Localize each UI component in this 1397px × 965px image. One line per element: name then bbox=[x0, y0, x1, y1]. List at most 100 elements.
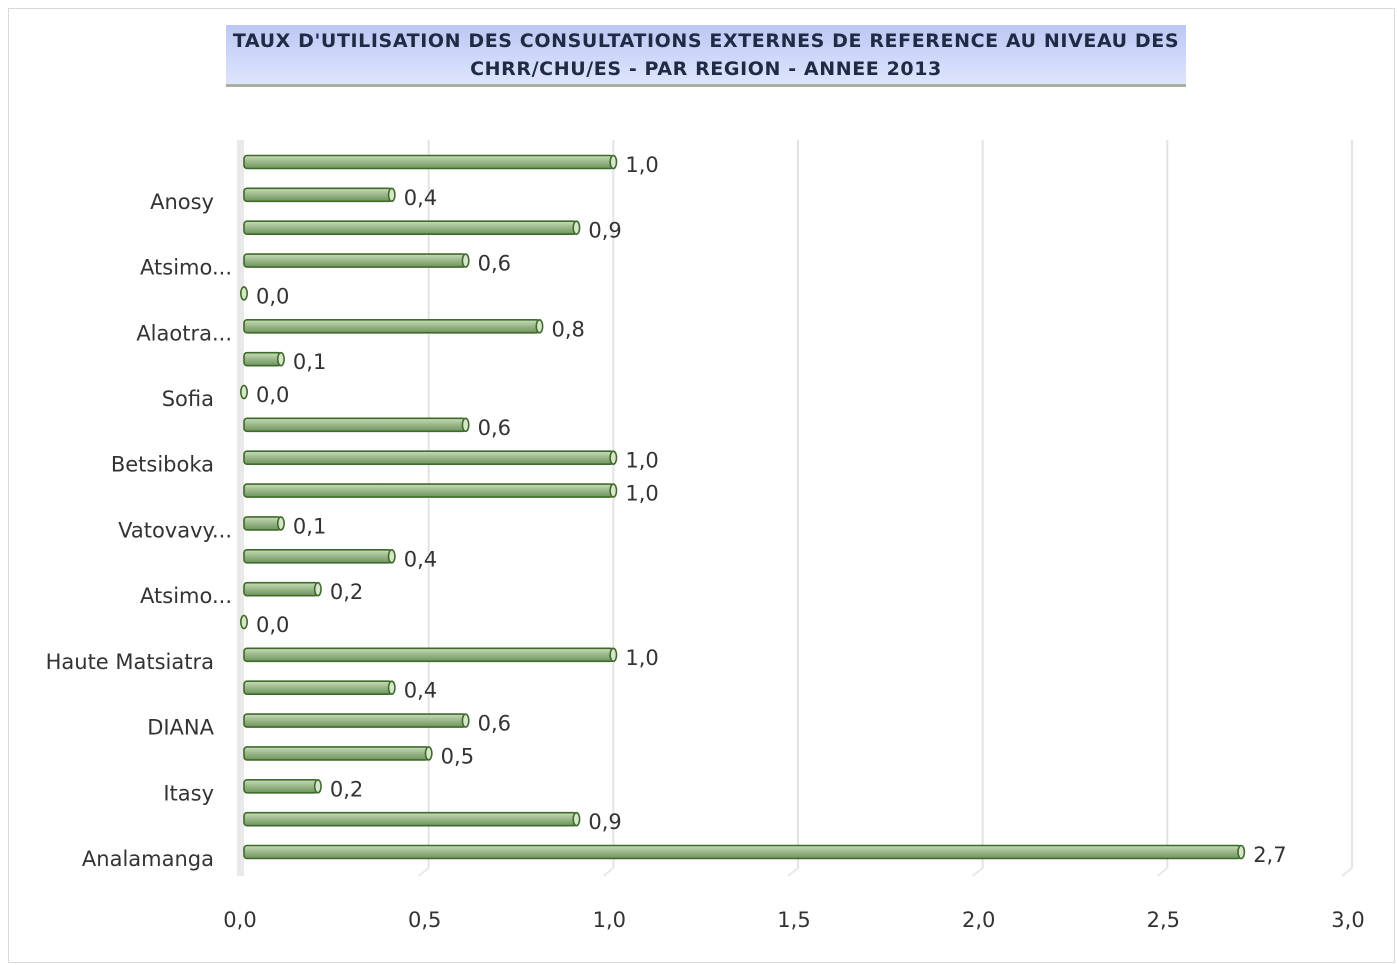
bar-end-cap bbox=[424, 746, 433, 761]
bar bbox=[243, 548, 396, 564]
axis-wall bbox=[237, 140, 244, 876]
bar-end-cap bbox=[1237, 844, 1246, 860]
bar bbox=[243, 483, 618, 498]
data-label: 0,5 bbox=[441, 744, 474, 768]
bar-end-cap bbox=[535, 318, 544, 334]
data-label: 0,4 bbox=[404, 679, 437, 703]
bar-end-cap bbox=[572, 811, 581, 827]
chart-title-line-2: CHRR/CHU/ES - PAR REGION - ANNEE 2013 bbox=[470, 57, 942, 80]
category-label: Atsimo... bbox=[140, 584, 232, 608]
bar-end-cap bbox=[387, 548, 396, 564]
bar bbox=[240, 614, 249, 630]
gridline-foot bbox=[787, 867, 799, 877]
bar bbox=[243, 680, 396, 696]
bar bbox=[243, 778, 322, 794]
category-label: Haute Matsiatra bbox=[46, 650, 214, 674]
data-label: 0,6 bbox=[478, 416, 511, 440]
category-label: Alaotra... bbox=[136, 321, 232, 345]
bar-body bbox=[243, 516, 282, 531]
category-label: DIANA bbox=[147, 716, 214, 740]
category-label: Analamanga bbox=[82, 847, 214, 871]
bar-body bbox=[243, 154, 615, 170]
bar-end-cap bbox=[240, 614, 249, 630]
x-tick-label: 2,0 bbox=[962, 908, 995, 932]
chart-title: TAUX D'UTILISATION DES CONSULTATIONS EXT… bbox=[226, 25, 1186, 87]
bars bbox=[240, 154, 1246, 860]
bar-body bbox=[243, 450, 615, 466]
bar-end-cap bbox=[461, 417, 470, 433]
x-tick-label: 3,0 bbox=[1331, 908, 1364, 932]
data-label: 0,8 bbox=[551, 317, 584, 341]
gridline-foot bbox=[418, 867, 430, 877]
bar bbox=[243, 581, 322, 597]
bar-body bbox=[243, 318, 541, 334]
bar-end-cap bbox=[313, 581, 322, 597]
bar bbox=[243, 417, 470, 433]
data-label: 0,2 bbox=[330, 580, 363, 604]
data-label: 0,0 bbox=[256, 613, 289, 637]
bar bbox=[243, 253, 470, 268]
bar-body bbox=[243, 844, 1243, 860]
category-label: Atsimo... bbox=[140, 256, 232, 280]
x-tick-label: 1,5 bbox=[777, 908, 810, 932]
gridline-foot bbox=[1156, 867, 1168, 877]
x-tick-label: 1,0 bbox=[593, 908, 626, 932]
bar bbox=[243, 351, 285, 367]
gridline-foot bbox=[1341, 867, 1353, 877]
chart-title-line-1: TAUX D'UTILISATION DES CONSULTATIONS EXT… bbox=[232, 29, 1180, 52]
bar-body bbox=[243, 417, 467, 433]
bar-end-cap bbox=[240, 286, 249, 301]
data-label: 0,0 bbox=[256, 383, 289, 407]
category-label: Sofia bbox=[162, 387, 214, 411]
bar bbox=[240, 384, 249, 400]
data-label: 0,1 bbox=[293, 514, 326, 538]
bar-body bbox=[243, 483, 615, 498]
data-label: 0,9 bbox=[588, 810, 621, 834]
bar-end-cap bbox=[387, 680, 396, 696]
bar-end-cap bbox=[609, 483, 618, 498]
bar-body bbox=[243, 746, 430, 761]
x-tick-label: 2,5 bbox=[1147, 908, 1180, 932]
bar-end-cap bbox=[276, 516, 285, 531]
bar-end-cap bbox=[609, 450, 618, 466]
bar-end-cap bbox=[609, 154, 618, 170]
bar bbox=[243, 811, 581, 827]
data-label: 1,0 bbox=[625, 646, 658, 670]
bar-body bbox=[243, 220, 578, 236]
bar-body bbox=[243, 778, 319, 794]
bar-body bbox=[243, 351, 282, 367]
bar bbox=[243, 647, 618, 663]
category-label: Itasy bbox=[163, 781, 214, 805]
data-label: 0,2 bbox=[330, 777, 363, 801]
data-label: 0,4 bbox=[404, 547, 437, 571]
bar-body bbox=[243, 647, 615, 663]
gridline-foot bbox=[972, 867, 984, 877]
bar bbox=[243, 713, 470, 728]
bar bbox=[243, 450, 618, 466]
bar-body bbox=[243, 680, 393, 696]
x-tick-label: 0,0 bbox=[223, 908, 256, 932]
data-label: 2,7 bbox=[1253, 843, 1286, 867]
bar-end-cap bbox=[609, 647, 618, 663]
bar-end-cap bbox=[387, 187, 396, 203]
data-label: 0,9 bbox=[588, 219, 621, 243]
bar-body bbox=[243, 187, 393, 203]
bar bbox=[243, 154, 618, 170]
bar-body bbox=[243, 548, 393, 564]
data-label: 0,1 bbox=[293, 350, 326, 374]
category-label: Vatovavy... bbox=[118, 518, 232, 542]
bar-end-cap bbox=[461, 713, 470, 728]
data-label: 0,6 bbox=[478, 712, 511, 736]
data-label: 0,6 bbox=[478, 252, 511, 276]
bar-body bbox=[243, 581, 319, 597]
bar-end-cap bbox=[276, 351, 285, 367]
bar bbox=[243, 187, 396, 203]
bar-body bbox=[243, 253, 467, 268]
bar bbox=[243, 844, 1246, 860]
bar-end-cap bbox=[461, 253, 470, 268]
gridline-foot bbox=[602, 867, 614, 877]
bar bbox=[243, 220, 581, 236]
bar-end-cap bbox=[572, 220, 581, 236]
labels: 0,0 0,5 1,0 1,5 2,0 2,5 3,0 1,0 0,4 Anosy 0,9 0,6 At… bbox=[46, 153, 1365, 932]
